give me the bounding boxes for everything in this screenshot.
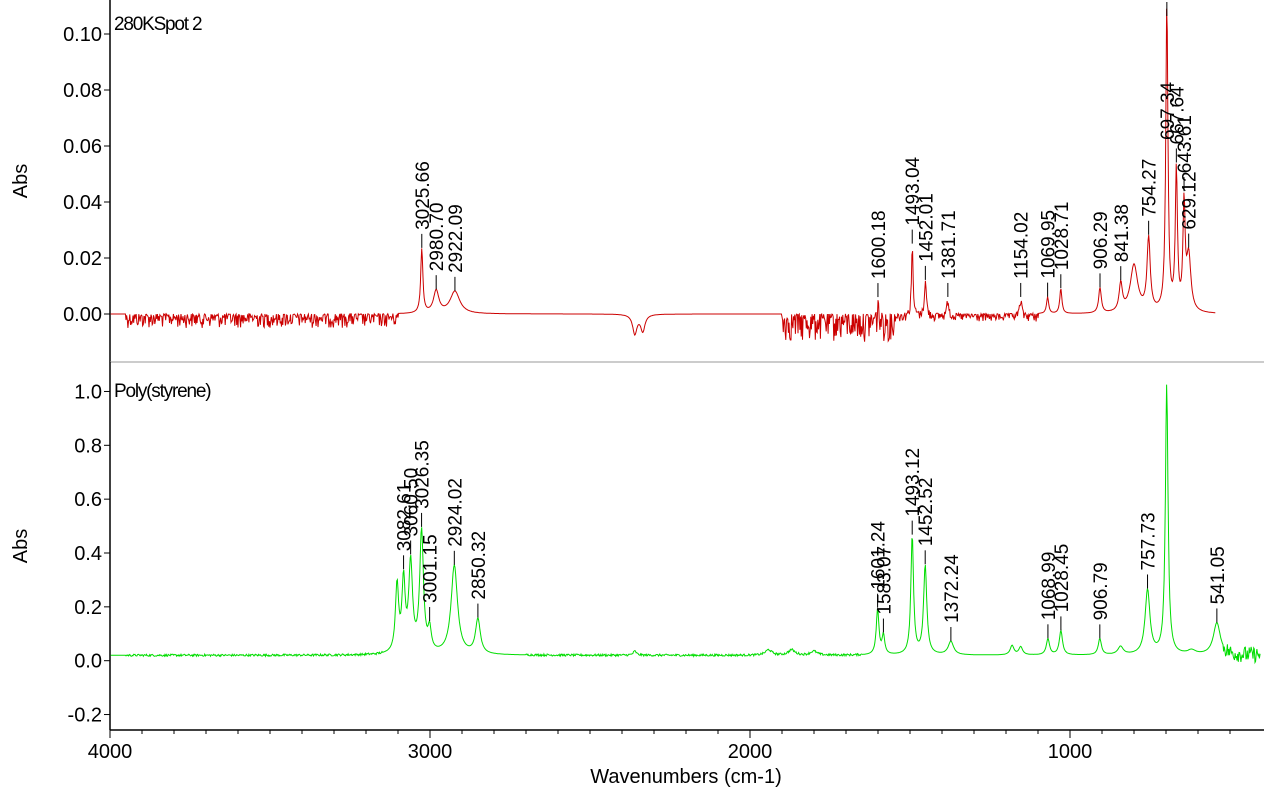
bottom-ytick-label: 0.6	[74, 489, 102, 511]
bottom-peak-label: 1068.99	[1039, 552, 1060, 621]
xtick-label: 2000	[728, 741, 773, 763]
bottom-peak-label: 906.79	[1091, 562, 1112, 620]
top-peak-label: 1493.04	[903, 156, 924, 225]
bottom-peak-label: 541.05	[1208, 546, 1229, 604]
bottom-peak-label: 3082.61	[395, 483, 416, 552]
top-ytick-label: 0.06	[63, 136, 102, 158]
top-peak-label: 643.61	[1175, 115, 1196, 173]
bottom-y-ticks: -0.2 0.0 0.2 0.4 0.6 0.8 1.0	[68, 381, 110, 727]
x-axis-label: Wavenumbers (cm-1)	[590, 766, 782, 788]
bottom-ytick-label: 0.0	[74, 651, 102, 673]
bottom-ytick-label: -0.2	[68, 705, 102, 727]
top-peak-label: 754.27	[1140, 159, 1161, 217]
bottom-ytick-label: 1.0	[74, 381, 102, 403]
top-peak-label: 1600.18	[869, 210, 890, 279]
top-y-axis-label: Abs	[10, 164, 32, 198]
top-ytick-label: 0.10	[63, 24, 102, 46]
top-peak-label: 667.64	[1167, 86, 1188, 145]
bottom-peak-label: 1372.24	[942, 554, 963, 623]
top-peak-label: 1028.71	[1052, 202, 1073, 271]
bottom-ytick-label: 0.4	[74, 543, 102, 565]
xtick-label: 1000	[1048, 741, 1093, 763]
top-peak-label: 2980.70	[427, 203, 448, 272]
bottom-peak-label: 1452.52	[916, 478, 937, 547]
top-ytick-label: 0.02	[63, 248, 102, 270]
bottom-ytick-label: 0.8	[74, 435, 102, 457]
top-ytick-label: 0.00	[63, 304, 102, 326]
bottom-ytick-label: 0.2	[74, 597, 102, 619]
top-peak-label: 3025.66	[413, 161, 434, 230]
panel-bottom: Poly(styrene) Abs -0.2 0.0 0.2 0.4 0.6 0.8 1.0…	[10, 362, 1261, 730]
bottom-y-axis-label: Abs	[10, 529, 32, 563]
top-peak-label: 697.34	[1158, 81, 1179, 140]
xtick-label: 4000	[88, 741, 133, 763]
top-peak-label: 2922.09	[446, 204, 467, 273]
top-peak-label: 629.12	[1180, 171, 1201, 229]
top-peak-label: 841.38	[1112, 204, 1133, 262]
top-ytick-label: 0.04	[63, 192, 102, 214]
top-panel-title: 280KSpot 2	[114, 14, 202, 35]
bottom-spectrum-line	[110, 384, 1261, 665]
top-peak-label: 1069.95	[1039, 210, 1060, 279]
x-ticks: 4000 3000 2000 1000	[88, 730, 1231, 763]
top-peak-label: 1452.01	[916, 193, 937, 262]
bottom-peak-label: 3026.35	[413, 440, 434, 509]
top-peak-label: 1154.02	[1012, 212, 1033, 279]
bottom-peak-label: 1601.24	[869, 521, 890, 590]
bottom-peak-label: 3060.50	[402, 468, 423, 537]
bottom-peak-label: 1583.07	[874, 546, 895, 615]
bottom-peak-label: 3001.15	[421, 534, 442, 603]
bottom-peak-label: 2850.32	[469, 531, 490, 600]
bottom-peak-label: 1028.45	[1052, 544, 1073, 613]
panel-top: 280KSpot 2 Abs 0.000.020.040.060.080.10 …	[10, 0, 1264, 363]
top-peak-label: 1381.71	[939, 210, 960, 279]
bottom-peak-label: 757.73	[1139, 512, 1160, 570]
bottom-peak-label: 2924.02	[445, 478, 466, 547]
bottom-peak-label: 1493.12	[903, 448, 924, 517]
bottom-panel-title: Poly(styrene)	[114, 381, 211, 402]
top-peak-label: 906.29	[1091, 211, 1112, 269]
top-ytick-label: 0.08	[63, 80, 102, 102]
xtick-label: 3000	[408, 741, 453, 763]
top-y-ticks: 0.00 0.02 0.04 0.06 0.08 0.10	[63, 24, 110, 326]
top-spectrum-line	[110, 8, 1216, 343]
